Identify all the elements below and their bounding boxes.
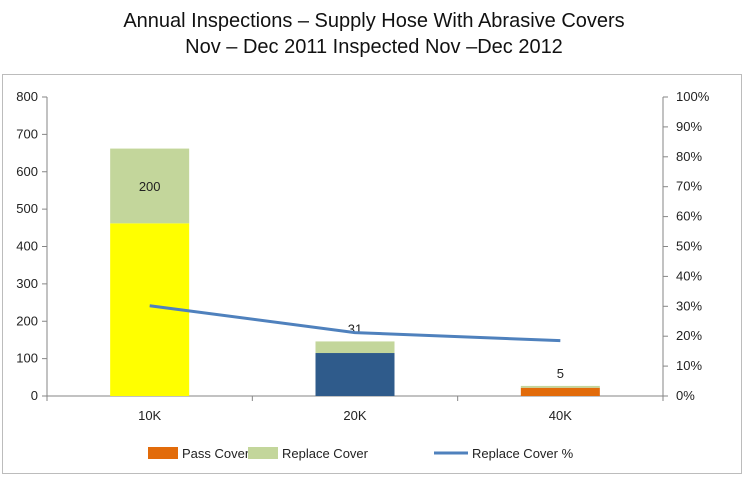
legend-swatch	[148, 447, 178, 459]
legend-label: Replace Cover %	[472, 446, 574, 461]
bar-replace-cover	[110, 148, 190, 224]
y-tick-label: 100	[16, 351, 38, 366]
y-tick-label: 0	[31, 388, 38, 403]
y2-tick-label: 10%	[676, 358, 702, 373]
y2-tick-label: 50%	[676, 239, 702, 254]
y2-tick-label: 90%	[676, 119, 702, 134]
chart-title: Annual Inspections – Supply Hose With Ab…	[123, 10, 625, 32]
y-tick-label: 500	[16, 201, 38, 216]
y-tick-label: 400	[16, 239, 38, 254]
data-label: 200	[139, 179, 161, 194]
y2-tick-label: 20%	[676, 328, 702, 343]
y2-tick-label: 30%	[676, 298, 702, 313]
data-label: 5	[557, 366, 564, 381]
y2-tick-label: 80%	[676, 149, 702, 164]
bar-replace-cover	[520, 385, 600, 388]
bar-replace-cover	[315, 341, 395, 354]
chart-title-block: Annual Inspections – Supply Hose With Ab…	[0, 8, 748, 60]
chart-subtitle: Nov – Dec 2011 Inspected Nov –Dec 2012	[185, 36, 563, 58]
y2-tick-label: 40%	[676, 268, 702, 283]
x-tick-label: 40K	[549, 408, 572, 423]
bar-pass-cover	[315, 353, 395, 396]
y-tick-label: 800	[16, 89, 38, 104]
x-tick-label: 10K	[138, 408, 161, 423]
legend-label: Replace Cover	[282, 446, 369, 461]
y2-tick-label: 0%	[676, 388, 695, 403]
legend-label: Pass Cover	[182, 446, 250, 461]
y-tick-label: 700	[16, 126, 38, 141]
bar-pass-cover	[520, 387, 600, 396]
y2-tick-label: 100%	[676, 89, 710, 104]
y2-tick-label: 60%	[676, 209, 702, 224]
y2-tick-label: 70%	[676, 179, 702, 194]
replace-cover-percent-line	[149, 304, 561, 343]
y-tick-label: 200	[16, 313, 38, 328]
x-tick-label: 20K	[343, 408, 366, 423]
y-tick-label: 600	[16, 164, 38, 179]
legend-swatch	[248, 447, 278, 459]
y-tick-label: 300	[16, 276, 38, 291]
